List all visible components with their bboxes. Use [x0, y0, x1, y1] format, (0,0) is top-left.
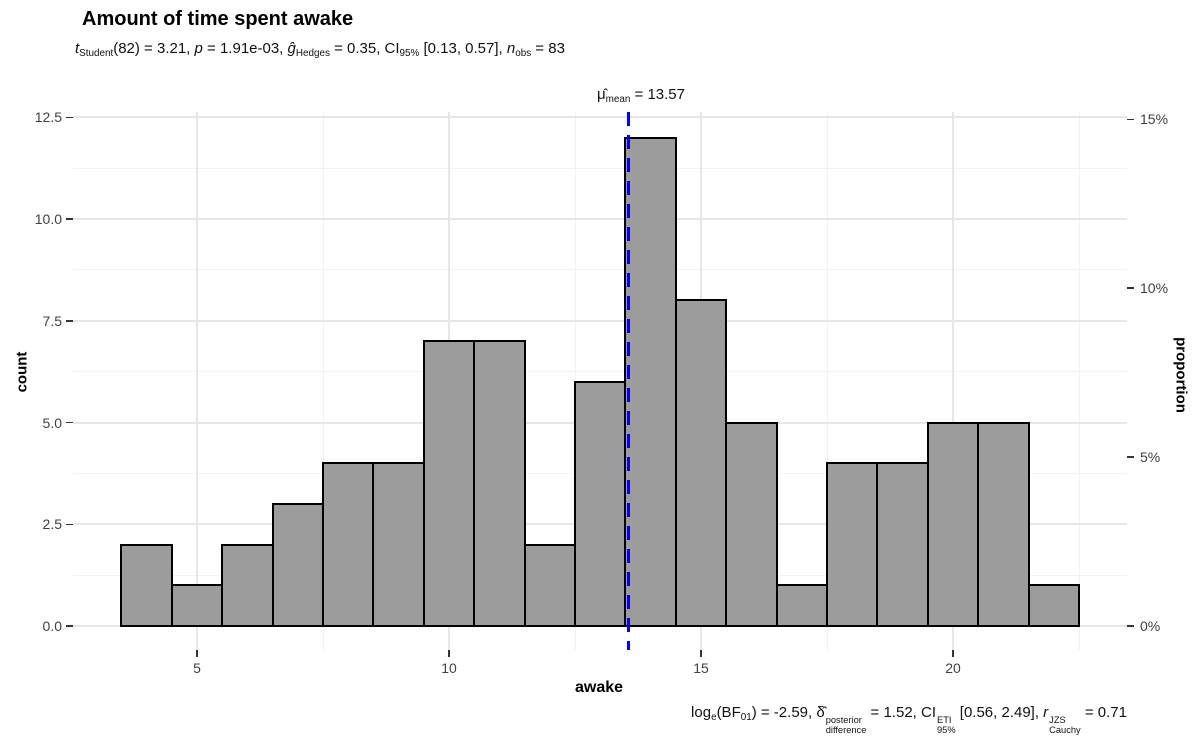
- text-segment: μ̂: [597, 86, 606, 103]
- mean-annotation-label: μ̂mean = 13.57: [597, 86, 685, 106]
- text-segment: t: [75, 40, 80, 57]
- sup-sub-stack: ETI 95%: [937, 714, 956, 735]
- gridline-major-v: [952, 112, 954, 650]
- text-segment: ) = -2.59,: [751, 704, 817, 721]
- gridline-major-h: [73, 319, 1127, 322]
- y-axis-tick-left: [66, 625, 73, 627]
- mean-line: [627, 112, 631, 650]
- text-segment: (BF: [716, 704, 741, 721]
- sup-sub-stack: posterior difference: [825, 714, 867, 735]
- histogram-bar: [1027, 584, 1080, 627]
- y-axis-tick-right: [1127, 625, 1134, 627]
- histogram-bar: [826, 462, 879, 627]
- histogram-bar: [775, 584, 828, 627]
- text-segment: δ̂: [816, 704, 825, 721]
- x-tick-label: 5: [193, 660, 201, 676]
- histogram-bar: [473, 340, 526, 627]
- text-segment: [0.13, 0.57],: [419, 40, 507, 57]
- x-tick-label: 15: [693, 660, 709, 676]
- gridline-major-h: [73, 116, 1127, 119]
- histogram-bar: [926, 421, 980, 627]
- histogram-bar: [674, 299, 728, 627]
- histogram-bar: [120, 543, 173, 627]
- y-axis-tick-right: [1127, 287, 1134, 289]
- y-axis-title-left: count: [13, 351, 31, 393]
- text-segment: = 1.91e-03,: [202, 40, 288, 57]
- gridline-minor-v: [322, 112, 324, 650]
- gridline-major-v: [196, 112, 198, 650]
- text-segment: 95%: [399, 48, 420, 60]
- text-segment: n: [506, 40, 516, 57]
- x-axis-tick: [448, 650, 450, 657]
- histogram-bar: [271, 502, 324, 627]
- text-segment: = 13.57: [630, 86, 685, 103]
- sup-sub-stack: JZS Cauchy: [1049, 714, 1081, 735]
- y-axis-tick-left: [66, 218, 73, 220]
- y-tick-label-left: 7.5: [42, 312, 62, 329]
- text-segment: log: [691, 704, 712, 721]
- histogram-bar: [725, 421, 778, 627]
- text-segment: = 0.35, CI: [329, 40, 400, 57]
- text-segment: 01: [740, 712, 752, 724]
- y-tick-label-left: 12.5: [34, 109, 62, 126]
- plot-panel: [73, 112, 1127, 650]
- x-axis-tick: [952, 650, 954, 657]
- histogram-bar: [977, 421, 1030, 627]
- y-tick-label-left: 5.0: [42, 414, 62, 431]
- gridline-minor-h: [73, 167, 1127, 169]
- text-segment: Hedges: [295, 48, 330, 60]
- y-axis-tick-left: [66, 523, 73, 525]
- text-segment: = 1.52, CI: [866, 704, 936, 721]
- text-segment: e: [711, 712, 717, 724]
- histogram-bar: [624, 136, 677, 627]
- y-tick-label-right: 0%: [1140, 618, 1161, 634]
- y-axis-tick-right: [1127, 118, 1134, 121]
- x-axis-tick: [196, 650, 198, 657]
- y-axis-tick-right: [1127, 456, 1134, 458]
- histogram-bar: [170, 584, 224, 627]
- text-segment: mean: [605, 94, 631, 106]
- histogram-bar: [422, 340, 476, 627]
- x-tick-label: 20: [945, 660, 961, 676]
- text-segment: [0.56, 2.49],: [955, 704, 1044, 721]
- y-tick-label-left: 10.0: [34, 211, 62, 227]
- y-tick-label-left: 2.5: [42, 516, 62, 533]
- gridline-minor-h: [73, 371, 1127, 373]
- x-axis-tick: [700, 650, 702, 657]
- text-segment: = 83: [531, 40, 565, 57]
- histogram-bar: [221, 543, 274, 627]
- gridline-minor-h: [73, 269, 1127, 271]
- text-segment: Student: [79, 48, 114, 60]
- text-segment: = 0.71: [1080, 704, 1127, 721]
- plot-title: Amount of time spent awake: [82, 8, 354, 30]
- y-tick-label-right: 10%: [1140, 280, 1169, 297]
- y-tick-label-right: 15%: [1140, 111, 1169, 128]
- x-axis-title: awake: [574, 679, 624, 696]
- gridline-minor-v: [826, 112, 828, 650]
- gridline-major-h: [73, 218, 1127, 220]
- x-tick-label: 10: [441, 660, 457, 676]
- histogram-bar: [574, 380, 627, 627]
- text-segment: ĝ: [287, 40, 296, 57]
- y-axis-title-right: proportion: [1172, 337, 1190, 413]
- plot-subtitle: tStudent(82) = 3.21, p = 1.91e-03, ĝHedg…: [75, 40, 565, 60]
- text-segment: (82) = 3.21,: [113, 40, 195, 57]
- gridline-minor-v: [1078, 112, 1080, 650]
- y-axis-tick-left: [66, 320, 73, 322]
- text-segment: p: [194, 40, 203, 57]
- y-axis-tick-left: [66, 116, 73, 118]
- y-tick-label-right: 5%: [1140, 449, 1161, 466]
- stats-caption: loge(BF01) = -2.59, δ̂ posterior differenc…: [691, 704, 1127, 735]
- text-segment: obs: [515, 48, 532, 60]
- histogram-bar: [322, 462, 375, 627]
- text-segment: r: [1043, 704, 1049, 721]
- histogram-bar: [372, 462, 425, 627]
- y-axis-tick-left: [66, 421, 73, 424]
- y-tick-label-left: 0.0: [42, 618, 62, 634]
- histogram-bar: [876, 462, 929, 627]
- histogram-bar: [523, 543, 576, 627]
